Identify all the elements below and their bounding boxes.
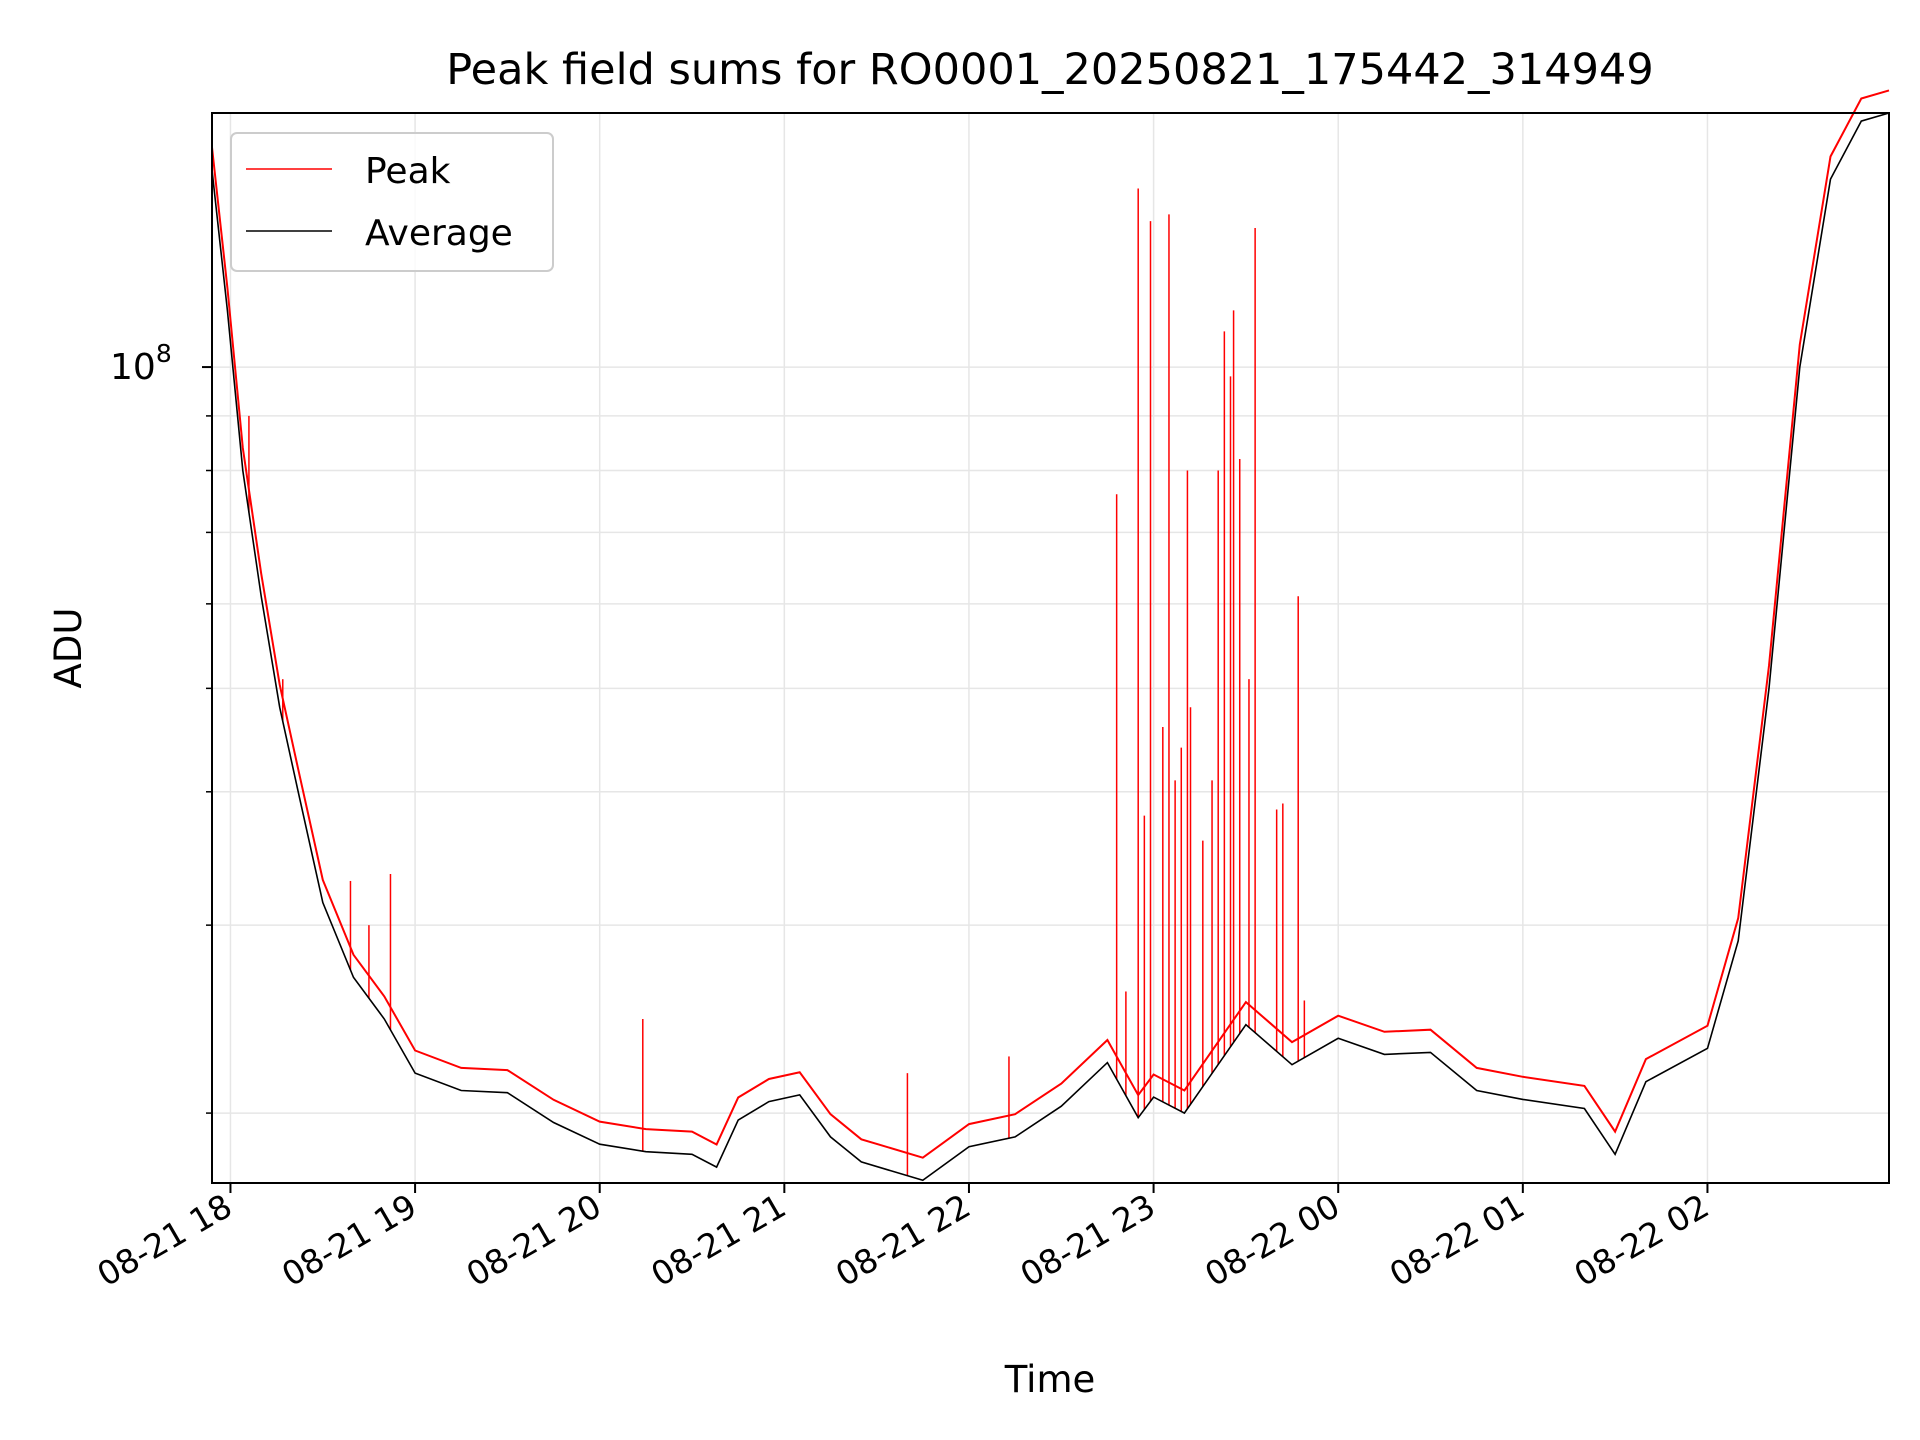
legend-label-peak: Peak: [365, 151, 451, 192]
y-tick-base: 10: [110, 347, 156, 388]
average-line: [211, 112, 1890, 1182]
x-axis-label: Time: [1004, 1358, 1096, 1401]
y-tick-exponent: 8: [156, 339, 172, 368]
peak-baseline-line: [211, 89, 1890, 1159]
plot-frame: [211, 112, 1890, 1184]
legend-box: [230, 132, 554, 272]
y-axis-label: ADU: [47, 608, 90, 689]
y-tick-label: 108: [110, 339, 172, 388]
series-peak: [211, 89, 1890, 1176]
legend-label-average: Average: [365, 213, 513, 254]
legend: Peak Average: [230, 132, 554, 272]
chart-title: Peak field sums for RO0001_20250821_1754…: [446, 45, 1653, 95]
series-average: [211, 112, 1890, 1182]
